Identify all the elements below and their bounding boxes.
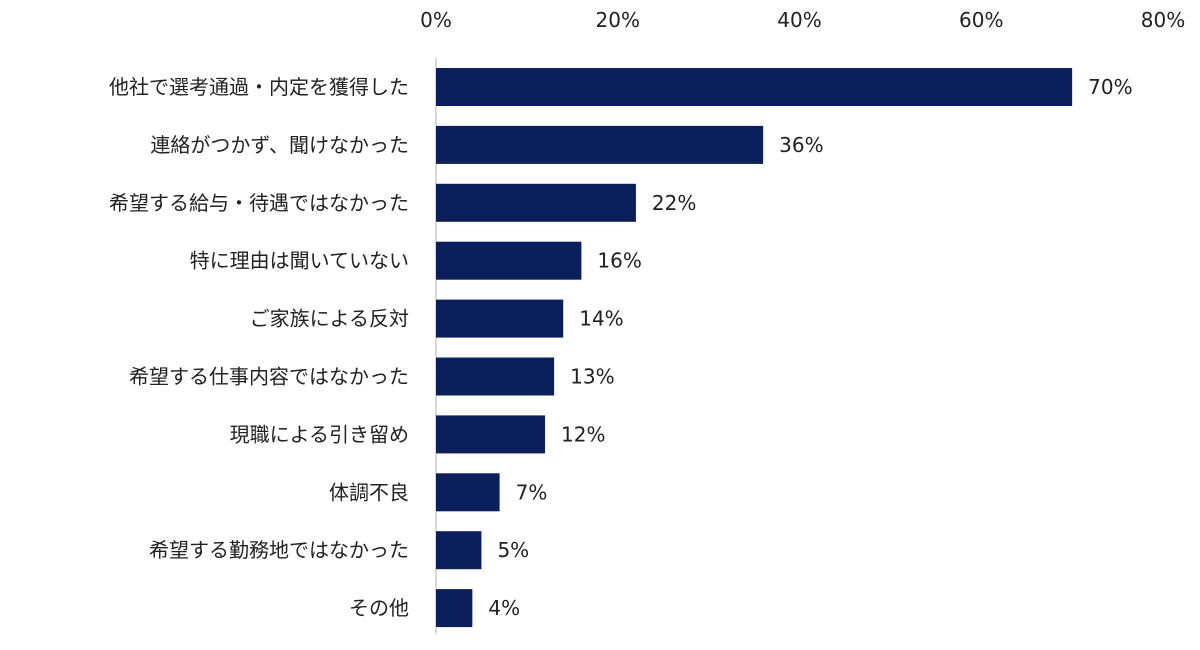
x-tick-label: 80% xyxy=(1141,8,1185,32)
category-label: 現職による引き留め xyxy=(230,422,409,446)
value-label: 13% xyxy=(570,365,614,389)
bar xyxy=(436,531,482,570)
value-label: 16% xyxy=(597,249,641,273)
category-label: 希望する給与・待遇ではなかった xyxy=(109,191,409,215)
x-tick-label: 60% xyxy=(959,8,1003,32)
category-label: ご家族による反対 xyxy=(250,307,409,331)
value-labels: 70% 36% 22% 16% 14% 13% 12% 7% 5% 4% xyxy=(488,75,1132,620)
category-label: 体調不良 xyxy=(329,480,409,504)
bar xyxy=(436,241,582,280)
x-tick-label: 20% xyxy=(596,8,640,32)
value-label: 36% xyxy=(779,133,823,157)
bar xyxy=(436,68,1073,106)
value-label: 14% xyxy=(579,307,623,331)
x-tick-label: 40% xyxy=(777,8,821,32)
category-labels: 他社で選考通過・内定を獲得した連絡がつかず、聞けなかった希望する給与・待遇ではな… xyxy=(109,75,409,620)
bar xyxy=(436,299,564,338)
value-label: 4% xyxy=(488,596,520,620)
x-tick-label: 0% xyxy=(420,8,452,32)
category-label: 連絡がつかず、聞けなかった xyxy=(150,133,409,157)
bar xyxy=(436,125,764,164)
bar xyxy=(436,183,636,222)
x-axis-ticks: 0% 20% 40% 60% 80% xyxy=(420,8,1185,32)
value-label: 70% xyxy=(1088,75,1132,99)
category-label: その他 xyxy=(349,596,409,620)
bar xyxy=(436,473,500,512)
value-label: 5% xyxy=(497,538,529,562)
value-label: 12% xyxy=(561,422,605,446)
value-label: 7% xyxy=(516,480,548,504)
value-label: 22% xyxy=(652,191,696,215)
category-label: 希望する仕事内容ではなかった xyxy=(129,365,409,389)
category-label: 希望する勤務地ではなかった xyxy=(149,538,409,562)
category-label: 特に理由は聞いていない xyxy=(190,249,409,273)
category-label: 他社で選考通過・内定を獲得した xyxy=(109,75,409,99)
bar xyxy=(436,415,546,454)
bar xyxy=(436,357,555,396)
bar xyxy=(436,589,473,628)
bars xyxy=(436,68,1073,628)
